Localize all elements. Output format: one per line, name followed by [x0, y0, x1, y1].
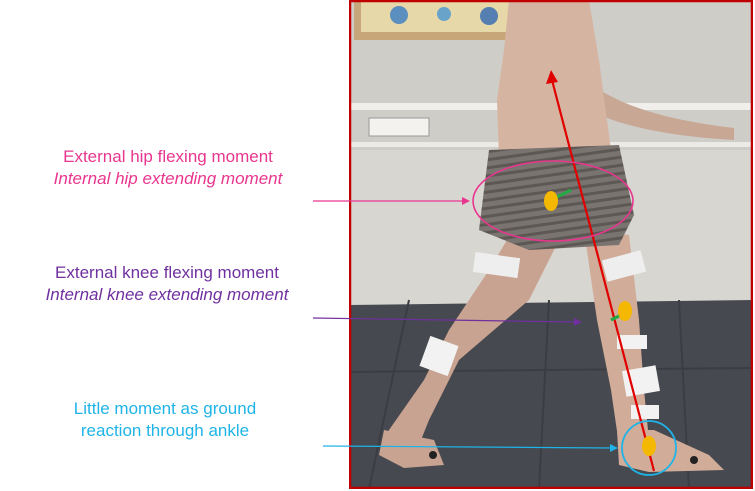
knee-internal-label: Internal knee extending moment — [45, 285, 289, 304]
ankle-label-line1: Little moment as ground — [73, 399, 257, 418]
person-back-foot — [379, 430, 444, 468]
ankle-label-group: Little moment as ground reaction through… — [20, 398, 310, 442]
photo-frame — [349, 0, 753, 489]
hip-highlight-ellipse — [472, 160, 634, 242]
knee-pointer — [312, 317, 577, 323]
ankle-pointer — [322, 445, 613, 449]
person-arm-right — [574, 75, 734, 140]
wall-socket — [368, 117, 430, 137]
gait-photo — [349, 0, 753, 489]
ground-reaction-arrowhead — [546, 70, 558, 84]
knee-label-group: External knee flexing moment Internal kn… — [6, 262, 328, 306]
ankle-label-line2: reaction through ankle — [80, 421, 250, 440]
ankle-highlight-circle — [621, 420, 677, 476]
hip-external-label: External hip flexing moment — [63, 147, 273, 166]
hip-internal-label: Internal hip extending moment — [53, 169, 283, 188]
leg-strap — [472, 252, 521, 279]
hip-label-group: External hip flexing moment Internal hip… — [18, 146, 318, 190]
ankle-joint-marker — [642, 436, 656, 456]
hip-joint-marker — [544, 191, 558, 211]
knee-external-label: External knee flexing moment — [55, 263, 279, 282]
person-back-leg — [379, 220, 564, 455]
ground-reaction-line — [550, 79, 656, 472]
knee-joint-marker — [618, 301, 632, 321]
